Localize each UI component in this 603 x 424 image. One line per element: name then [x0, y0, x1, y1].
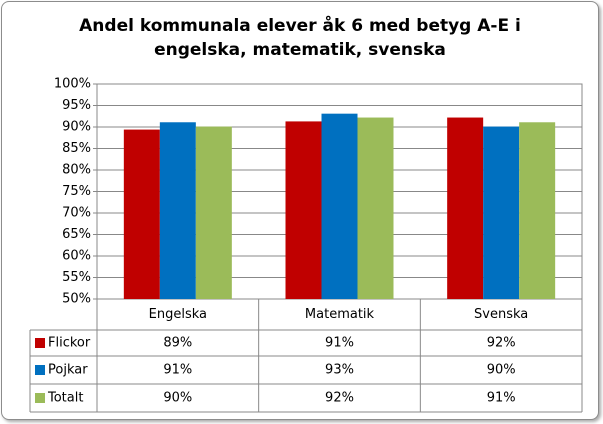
y-tick-label: 65%	[62, 227, 91, 242]
bar	[195, 126, 232, 299]
legend-swatch	[35, 365, 45, 375]
y-tick-label: 85%	[62, 141, 91, 156]
y-tick-label: 90%	[62, 120, 91, 135]
x-tick-label: Matematik	[305, 307, 375, 322]
y-tick-label: 80%	[62, 163, 91, 178]
legend-swatch	[35, 393, 45, 403]
y-tick-label: 60%	[62, 249, 91, 264]
bar	[123, 129, 160, 299]
data-table-value: 93%	[325, 363, 354, 378]
y-tick-label: 50%	[62, 292, 91, 307]
data-table-value: 90%	[487, 363, 516, 378]
y-tick-label: 55%	[62, 270, 91, 285]
bar	[285, 121, 322, 299]
x-tick-label: Engelska	[149, 307, 207, 322]
y-tick-label: 100%	[54, 77, 91, 92]
bar	[483, 126, 520, 299]
bar	[447, 117, 484, 299]
data-table-value: 89%	[163, 336, 192, 351]
legend-label: Flickor	[48, 336, 91, 351]
legend-label: Totalt	[47, 391, 83, 406]
y-tick-label: 70%	[62, 206, 91, 221]
legend-label: Pojkar	[48, 363, 88, 378]
data-table-value: 91%	[487, 391, 516, 406]
y-tick-label: 95%	[62, 98, 91, 113]
data-table-value: 90%	[163, 391, 192, 406]
chart-title: Andel kommunala elever åk 6 med betyg A-…	[79, 16, 521, 60]
bar	[321, 113, 358, 299]
x-tick-label: Svenska	[474, 307, 528, 322]
data-table-value: 92%	[487, 336, 516, 351]
data-table-value: 91%	[325, 336, 354, 351]
bar	[519, 122, 556, 300]
bar	[159, 122, 196, 300]
data-table-value: 92%	[325, 391, 354, 406]
bar	[357, 117, 394, 299]
data-table-value: 91%	[163, 363, 192, 378]
legend-swatch	[35, 338, 45, 348]
y-tick-label: 75%	[62, 184, 91, 199]
